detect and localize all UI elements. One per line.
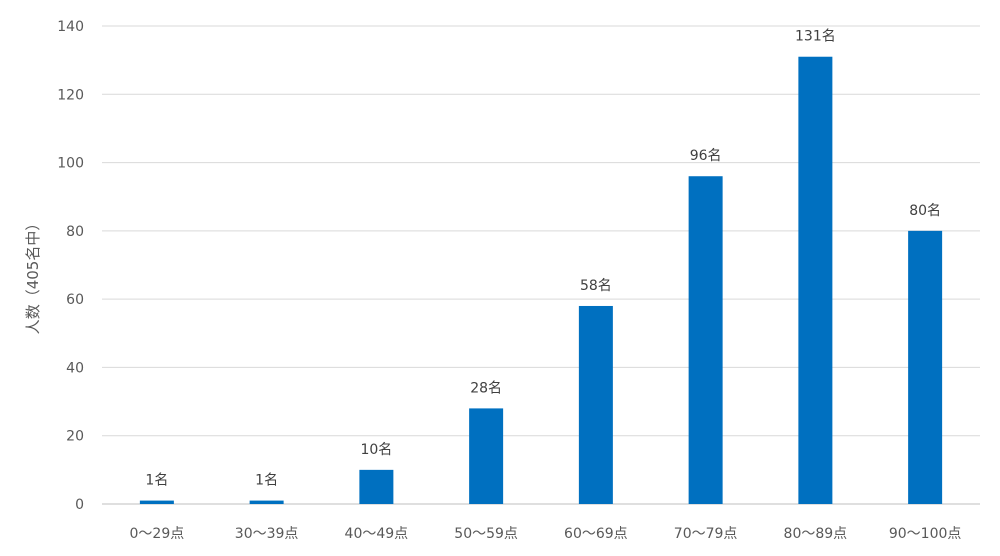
x-tick-label: 40〜49点	[345, 526, 409, 542]
data-label: 131名	[795, 29, 836, 45]
x-tick-label: 70〜79点	[674, 526, 738, 542]
x-tick-label: 50〜59点	[454, 526, 518, 542]
data-label: 58名	[580, 278, 612, 294]
bar	[908, 230, 943, 504]
bar	[469, 408, 504, 504]
y-tick-label: 20	[66, 429, 84, 445]
x-tick-label: 0〜29点	[130, 526, 185, 542]
y-tick-label: 60	[66, 292, 84, 308]
y-axis-ticks: 0 20 40 60 80 100 120 140	[57, 19, 84, 513]
data-label: 1名	[145, 473, 168, 489]
y-tick-label: 140	[57, 19, 84, 35]
x-axis-ticks: 0〜29点 30〜39点 40〜49点 50〜59点 60〜69点 70〜79点 80〜89…	[130, 526, 962, 542]
bar	[578, 305, 613, 504]
bar	[798, 56, 833, 504]
gridlines	[102, 25, 980, 505]
y-tick-label: 40	[66, 360, 84, 376]
bar	[139, 500, 174, 504]
data-label: 96名	[690, 148, 722, 164]
y-tick-label: 120	[57, 87, 84, 103]
y-tick-label: 0	[75, 497, 84, 513]
y-tick-label: 80	[66, 224, 84, 240]
data-label: 80名	[909, 203, 941, 219]
data-label: 1名	[255, 473, 278, 489]
bar	[249, 500, 284, 504]
bar	[359, 469, 394, 504]
x-tick-label: 80〜89点	[784, 526, 848, 542]
bars	[139, 56, 943, 504]
x-tick-label: 60〜69点	[564, 526, 628, 542]
y-tick-label: 100	[57, 156, 84, 172]
data-label: 28名	[470, 380, 502, 396]
data-label: 10名	[360, 442, 392, 458]
x-tick-label: 90〜100点	[889, 526, 962, 542]
bar	[688, 176, 723, 504]
data-labels: 1名 1名 10名 28名 58名 96名 131名 80名	[145, 29, 941, 489]
y-axis-title: 人数（405名中）	[24, 216, 42, 335]
x-tick-label: 30〜39点	[235, 526, 299, 542]
